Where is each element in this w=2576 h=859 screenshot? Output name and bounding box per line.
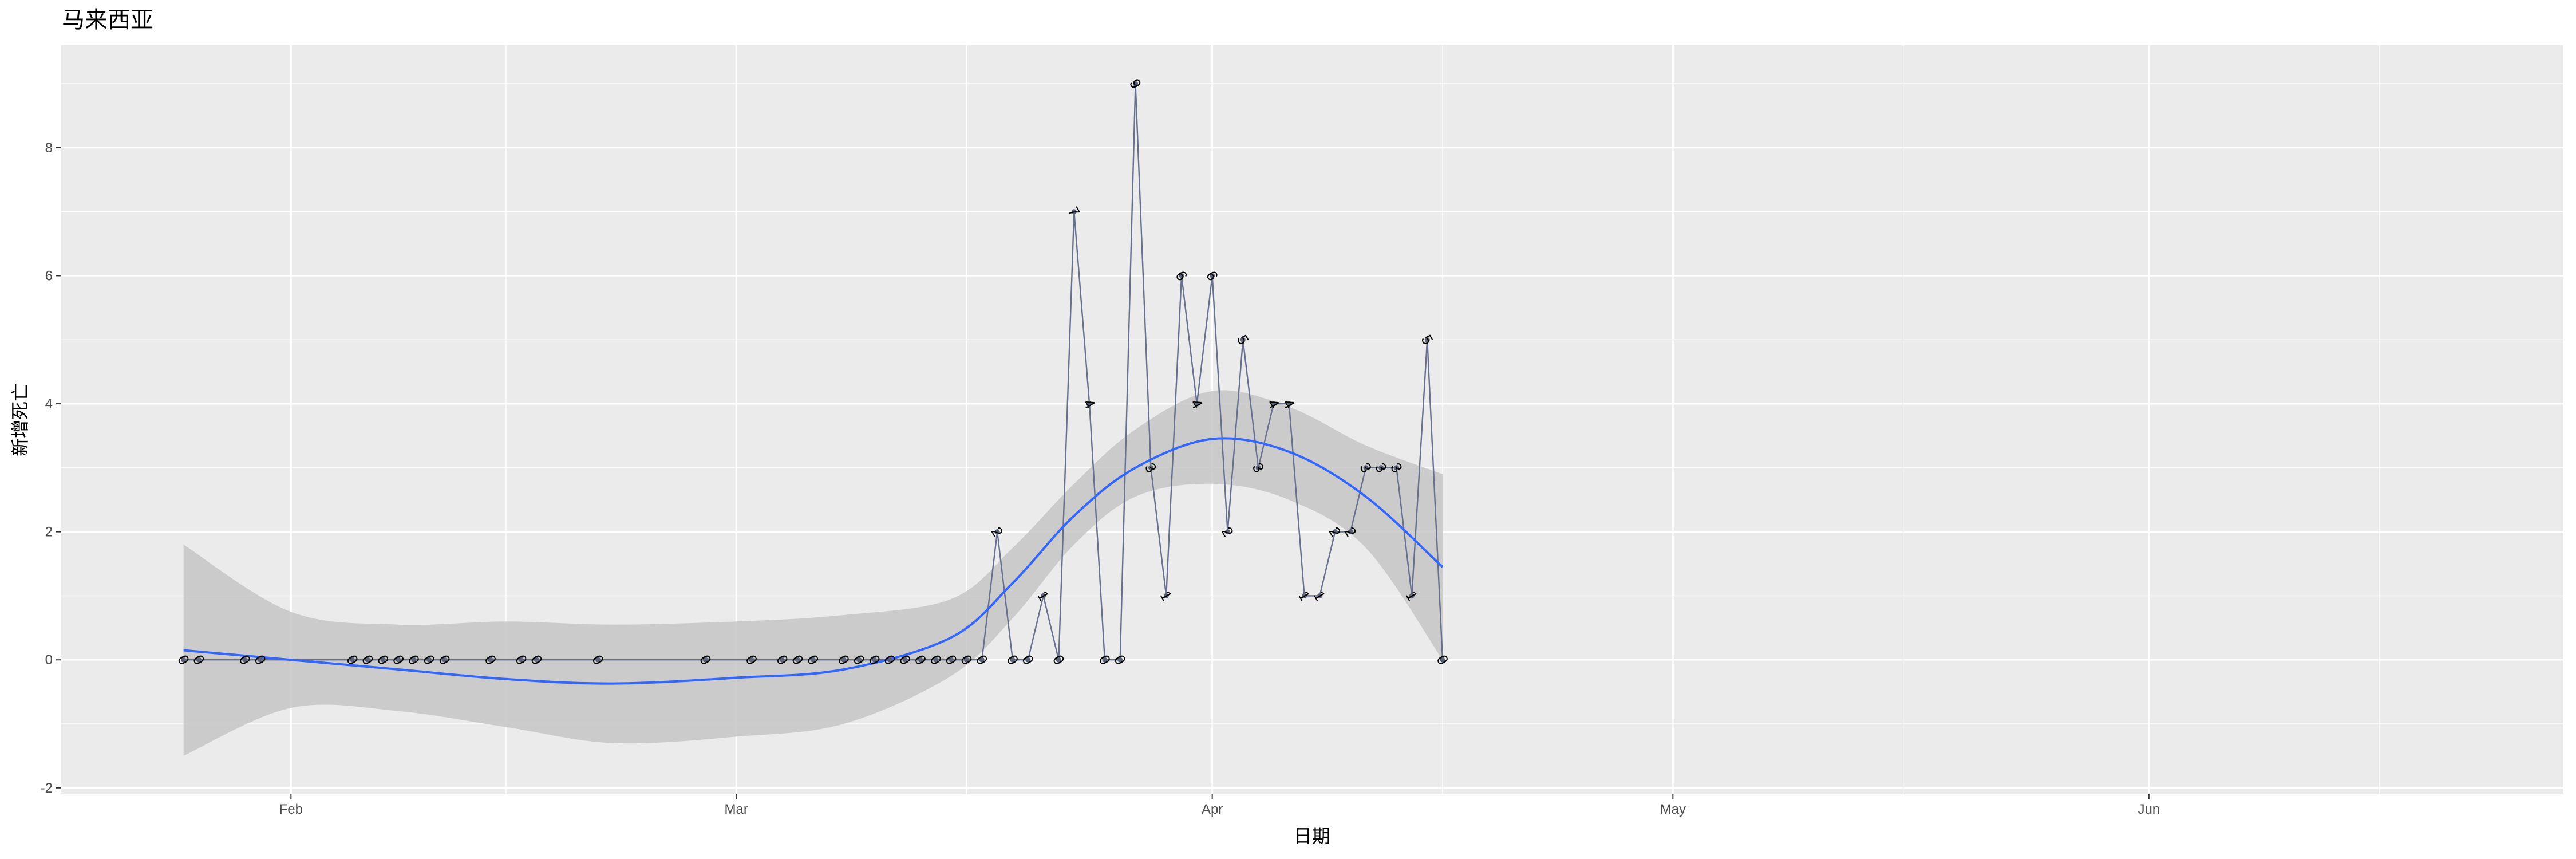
data-point [242, 657, 248, 663]
x-tick-label: Feb [279, 802, 303, 817]
data-point [780, 657, 785, 663]
data-point [1210, 273, 1215, 278]
data-point [442, 657, 448, 663]
data-point [411, 657, 417, 663]
data-point [1148, 465, 1153, 471]
data-point [396, 657, 401, 663]
data-point [964, 657, 969, 663]
data-point [795, 657, 800, 663]
data-point [1163, 593, 1169, 598]
data-point [1317, 593, 1322, 598]
data-point [380, 657, 386, 663]
y-axis-title: 新增死亡 [9, 383, 31, 456]
data-point [1117, 657, 1123, 663]
grid-minor [61, 45, 2563, 794]
x-tick-label: May [1660, 802, 1686, 817]
data-point [856, 657, 862, 663]
data-point [902, 657, 908, 663]
data-point [365, 657, 370, 663]
x-axis: Feb Mar Apr May Jun [279, 794, 2160, 817]
y-tick-label: 6 [45, 268, 53, 283]
data-point [887, 657, 892, 663]
data-point [1348, 529, 1353, 535]
data-point [1424, 337, 1430, 342]
data-point [1255, 465, 1261, 471]
data-point [1071, 209, 1077, 215]
data-point [810, 657, 816, 663]
data-point [534, 657, 539, 663]
data-point [1286, 401, 1292, 407]
data-point [595, 657, 601, 663]
data-point [258, 657, 263, 663]
x-tick-label: Mar [724, 802, 748, 817]
data-point [918, 657, 923, 663]
data-point [1240, 337, 1246, 342]
data-point [1056, 657, 1061, 663]
data-point [1102, 657, 1108, 663]
data-point [1332, 529, 1338, 535]
data-point [933, 657, 939, 663]
data-point [426, 657, 432, 663]
x-tick-label: Apr [1202, 802, 1223, 817]
data-point [1378, 465, 1384, 471]
y-tick-label: 4 [45, 396, 53, 412]
data-point [1271, 401, 1277, 407]
data-point [1025, 657, 1031, 663]
data-point [1010, 657, 1016, 663]
y-tick-label: 0 [45, 652, 53, 668]
data-point [196, 657, 202, 663]
data-point [1225, 529, 1230, 535]
data-point [994, 529, 1000, 535]
data-point [1363, 465, 1369, 471]
data-point [979, 657, 985, 663]
data-point [1394, 465, 1399, 471]
smooth-line [183, 437, 1444, 685]
data-point [841, 657, 847, 663]
data-point [872, 657, 878, 663]
smooth-layer [183, 437, 1444, 685]
data-point [1440, 657, 1445, 663]
data-point [1133, 81, 1138, 86]
confidence-ribbon-layer [183, 390, 1443, 756]
data-point [488, 657, 493, 663]
data-point [749, 657, 754, 663]
data-point [181, 657, 187, 663]
y-axis: -2 0 2 4 6 8 [41, 140, 61, 796]
x-tick-label: Jun [2138, 802, 2160, 817]
data-point [1409, 593, 1415, 598]
points-layer [181, 81, 1445, 663]
data-point [1302, 593, 1307, 598]
data-point [519, 657, 524, 663]
data-point [1194, 401, 1200, 407]
x-axis-title: 日期 [1294, 825, 1330, 847]
chart-title: 马来西亚 [62, 7, 153, 33]
data-point [949, 657, 954, 663]
confidence-ribbon [183, 390, 1443, 756]
y-tick-label: 2 [45, 525, 53, 540]
y-tick-label: 8 [45, 140, 53, 156]
y-tick-label: -2 [41, 781, 53, 796]
data-point [703, 657, 708, 663]
data-point [1086, 401, 1092, 407]
data-point [1041, 593, 1046, 598]
data-point [350, 657, 355, 663]
data-point [1179, 273, 1184, 278]
